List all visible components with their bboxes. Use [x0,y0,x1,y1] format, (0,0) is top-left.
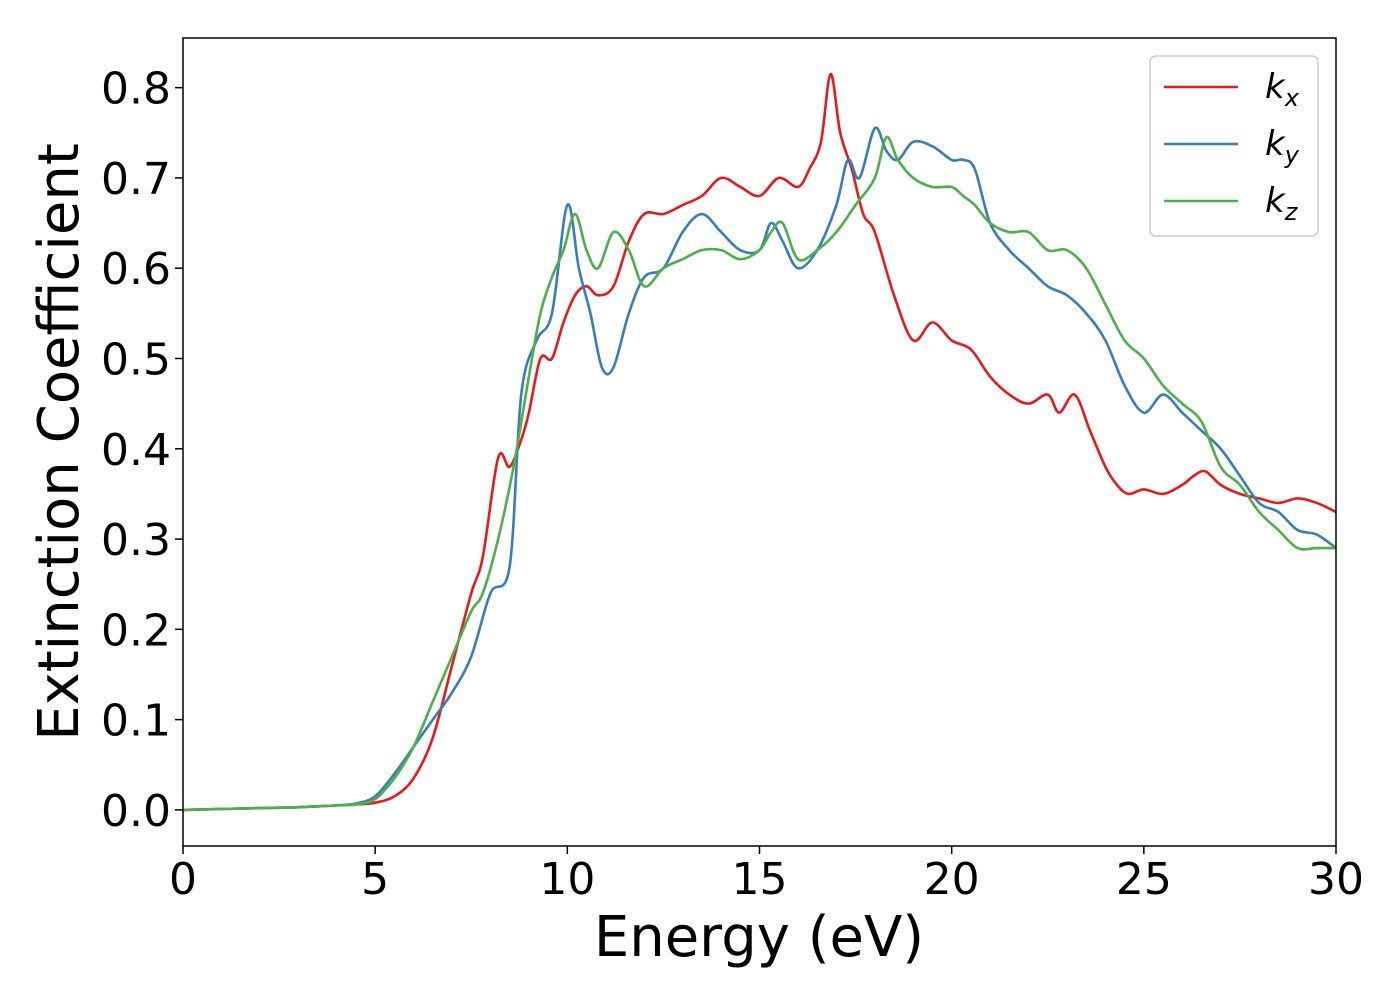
legend-label-ky: ky [1265,124,1300,169]
x-tick-label: 25 [1116,854,1172,905]
x-axis: 0 5 10 15 20 25 30 [169,846,1364,905]
y-tick-label: 0.8 [101,64,171,115]
legend-label-base: k [1265,124,1286,164]
y-tick-label: 0.0 [101,786,171,837]
y-axis: 0.0 0.1 0.2 0.3 0.4 0.5 0.6 0.7 0.8 [101,64,183,837]
legend-label-base: k [1265,181,1286,221]
y-tick-label: 0.5 [101,334,171,385]
x-tick-label: 10 [539,854,595,905]
series-layer [183,72,1336,812]
x-tick-label: 20 [924,854,980,905]
x-tick-label: 5 [361,854,389,905]
series-line-ky [183,126,1336,812]
y-tick-label: 0.6 [101,244,171,295]
legend-frame [1149,55,1319,237]
y-tick-label: 0.2 [101,605,171,656]
legend-label-subscript: x [1284,84,1300,112]
legend-label-subscript: y [1284,141,1300,169]
y-axis-title: Extinction Coefficient [27,143,92,741]
x-axis-title: Energy (eV) [594,905,924,970]
legend-label-kx: kx [1265,67,1300,112]
x-tick-label: 0 [169,854,197,905]
series-line-kz [183,135,1336,812]
y-tick-label: 0.3 [101,515,171,566]
series-line-kx [183,72,1336,812]
y-tick-label: 0.7 [101,154,171,205]
x-tick-label: 30 [1308,854,1364,905]
legend-label-kz: kz [1265,181,1299,226]
legend-label-base: k [1265,67,1286,107]
y-tick-label: 0.1 [101,696,171,747]
x-tick-label: 15 [732,854,788,905]
y-tick-label: 0.4 [101,425,171,476]
legend-label-subscript: z [1284,198,1299,226]
